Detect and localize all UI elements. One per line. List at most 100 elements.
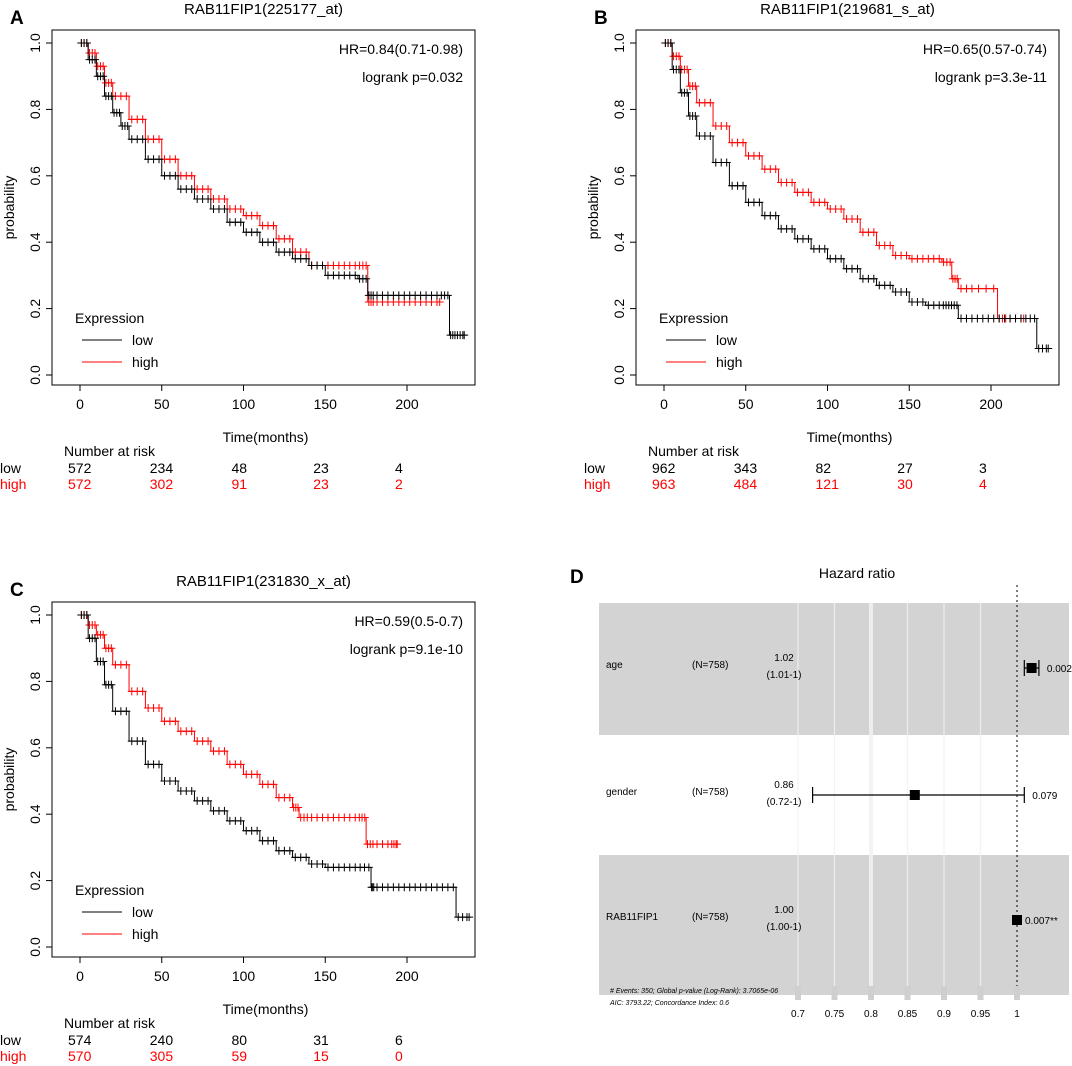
- risk-value: 6: [395, 1032, 403, 1048]
- censor-mark: [187, 185, 196, 194]
- y-tick-label: 0.8: [27, 671, 43, 691]
- censor-mark: [155, 155, 164, 164]
- y-tick-label: 0.6: [611, 166, 627, 186]
- censor-mark: [869, 274, 878, 283]
- censor-mark: [902, 288, 911, 296]
- censor-mark: [138, 135, 147, 144]
- censor-mark: [253, 826, 262, 835]
- risk-value: 15: [313, 1048, 329, 1064]
- x-tick-label: 200: [979, 396, 1003, 412]
- row-n: (N=758): [692, 912, 728, 923]
- hr-marker: [1012, 915, 1022, 925]
- risk-value: 3: [979, 460, 987, 476]
- censor-mark: [122, 660, 131, 669]
- risk-value: 30: [897, 476, 913, 492]
- censor-mark: [302, 254, 311, 263]
- legend-label-low: low: [132, 904, 154, 920]
- risk-value: 121: [816, 476, 840, 492]
- legend-label-high: high: [716, 354, 742, 370]
- chart-title: RAB11FIP1(231830_x_at): [176, 573, 351, 590]
- censor-mark: [236, 205, 245, 213]
- x-axis-label: Time(months): [223, 429, 309, 445]
- hr-text: HR=0.59(0.5-0.7): [354, 613, 463, 629]
- km-curve-low: [80, 614, 470, 918]
- censor-mark: [115, 108, 124, 117]
- censor-marks-low: [77, 611, 474, 922]
- logrank-text: logrank p=3.3e-11: [935, 69, 1047, 85]
- censor-mark: [155, 135, 164, 144]
- y-axis-label: probability: [585, 176, 601, 240]
- y-tick-label: 0.0: [27, 937, 43, 957]
- censor-mark: [107, 92, 116, 101]
- censor-mark: [107, 680, 116, 689]
- x-tick-label: 150: [314, 396, 338, 412]
- km-curve-low: [80, 42, 465, 336]
- x-tick-label: 50: [154, 396, 170, 412]
- y-axis-label: probability: [1, 748, 17, 812]
- censor-mark: [269, 238, 278, 247]
- censor-mark: [952, 301, 961, 310]
- censor-mark: [788, 224, 797, 233]
- x-tick-mark: [941, 986, 947, 1000]
- censor-mark: [837, 254, 846, 263]
- censor-mark: [443, 291, 452, 300]
- risk-value: 82: [816, 460, 832, 476]
- y-tick-label: 1.0: [27, 605, 43, 625]
- censor-mark: [974, 284, 983, 293]
- x-tick-mark: [795, 986, 801, 1000]
- chart-title: RAB11FIP1(219681_s_at): [760, 1, 935, 18]
- censor-mark: [706, 98, 715, 107]
- km-panel-b: B RAB11FIP1(219681_s_at) 0.0 0.2 0.4 0.6 0.8 1.…: [584, 1, 1060, 492]
- x-tick-label: 200: [395, 396, 419, 412]
- censor-mark: [683, 65, 692, 74]
- risk-row-label-low: low: [0, 460, 22, 476]
- logrank-text: logrank p=0.032: [362, 69, 463, 85]
- censor-mark: [138, 687, 147, 696]
- risk-row-label-high: high: [0, 1048, 26, 1064]
- legend-title: Expression: [75, 310, 144, 326]
- censor-mark: [236, 816, 245, 825]
- risk-value: 80: [232, 1032, 248, 1048]
- censor-mark: [220, 205, 229, 213]
- x-tick-label: 100: [816, 396, 840, 412]
- footer-note: # Events: 350; Global p-value (Log-Rank)…: [610, 988, 778, 995]
- y-tick-label: 0.4: [611, 232, 627, 252]
- censor-mark: [362, 274, 371, 283]
- censor-mark: [138, 737, 147, 746]
- censor-mark: [155, 760, 164, 769]
- censor-mark: [869, 228, 878, 237]
- censor-mark: [902, 251, 911, 260]
- censor-mark: [253, 770, 262, 779]
- legend-label-low: low: [132, 332, 154, 348]
- y-tick-label: 0.2: [27, 871, 43, 891]
- censor-mark: [886, 281, 895, 290]
- x-tick-label: 150: [314, 968, 338, 984]
- row-n: (N=758): [692, 660, 728, 671]
- x-tick-label: 0: [76, 396, 84, 412]
- censor-mark: [99, 657, 108, 666]
- x-tick-label: 150: [898, 396, 922, 412]
- row-p: 0.079: [1032, 791, 1057, 802]
- censor-mark: [788, 178, 797, 187]
- censor-mark: [853, 264, 862, 273]
- censor-mark: [691, 112, 700, 121]
- x-tick-label: 50: [154, 968, 170, 984]
- censor-mark: [220, 806, 229, 815]
- risk-value: 2: [395, 476, 403, 492]
- panel-label: D: [570, 567, 584, 588]
- legend-label-low: low: [716, 332, 738, 348]
- risk-value: 23: [313, 476, 329, 492]
- risk-value: 91: [232, 476, 248, 492]
- panel-label: B: [594, 8, 608, 29]
- risk-value: 484: [734, 476, 758, 492]
- row-ci: (0.72-1): [766, 797, 801, 808]
- censor-mark: [171, 171, 180, 180]
- chart-title: Hazard ratio: [819, 565, 895, 581]
- censor-mark: [755, 198, 764, 207]
- censor-mark: [107, 644, 116, 653]
- censor-mark: [187, 171, 196, 180]
- censor-mark: [351, 271, 360, 280]
- censor-mark: [393, 840, 402, 849]
- censor-mark: [318, 261, 327, 270]
